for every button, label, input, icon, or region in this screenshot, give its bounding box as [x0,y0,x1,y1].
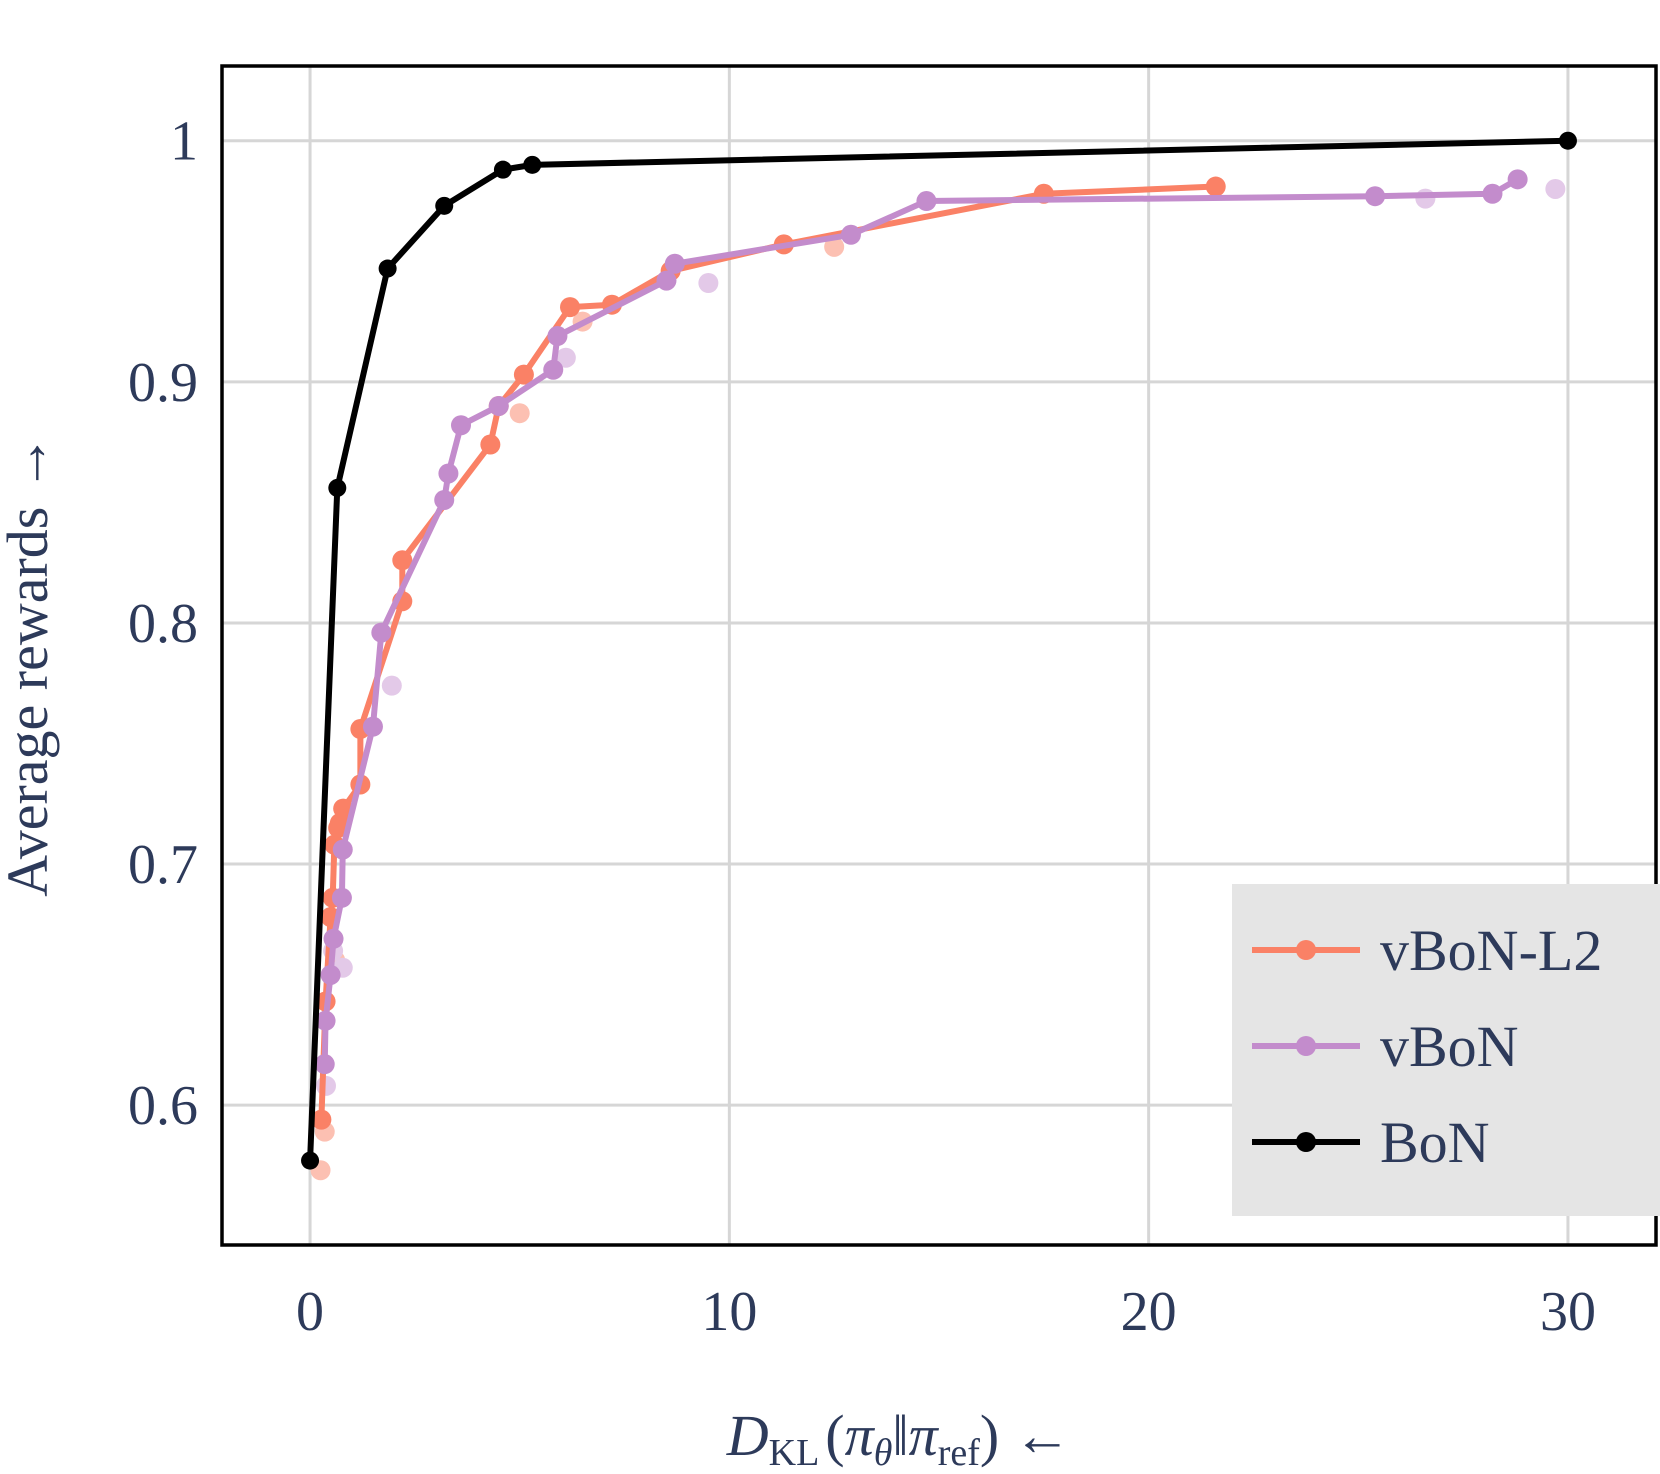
xlabel-open-paren: ( [825,1403,844,1468]
data-point-vbon [451,415,471,436]
xlabel-theta-subscript: θ [874,1432,893,1474]
legend-item: vBoN [1252,1014,1519,1079]
data-point-vbon [323,928,344,949]
data-point-bon [435,196,454,215]
legend-item: vBoN-L2 [1252,918,1602,983]
x-tick-label: 30 [1540,1281,1596,1343]
y-tick-label: 1 [170,111,198,173]
x-tick-label: 10 [701,1281,757,1343]
x-tick-label: 0 [296,1281,324,1343]
data-point-bon [493,160,512,179]
xlabel-arrow: ← [1013,1403,1071,1468]
data-point-vbon [1507,169,1528,190]
y-tick-label: 0.8 [128,593,198,655]
data-point-vbon [543,359,564,380]
xlabel-norm-bars: ‖ [892,1403,908,1468]
data-point-vbon [314,1054,335,1075]
data-point-vbon-l2 [333,798,354,819]
series-vbon-l2-faded [310,236,845,1181]
series-vbon [314,169,1528,1075]
data-point-bon [301,1151,320,1170]
data-point-vbon [1365,186,1386,207]
xlabel-pi-ref: π [909,1403,940,1468]
data-point-vbon-faded [381,675,402,696]
legend-item: BoN [1252,1110,1490,1175]
tick-labels: 0 10 20 30 0.6 0.7 0.8 0.9 1 [128,111,1596,1343]
legend-label: vBoN-L2 [1380,918,1602,983]
x-axis-label: DKL (πθ‖πref) ← [726,1403,1071,1474]
legend-label: BoN [1380,1110,1490,1175]
data-point-vbon [547,326,568,347]
xlabel-ref-subscript: ref [938,1432,981,1474]
data-point-vbon [332,839,353,860]
xlabel-close-paren: ) [980,1403,999,1468]
data-point-vbon [840,224,861,245]
y-tick-label: 0.7 [128,834,198,896]
legend-swatch-marker [1296,1132,1316,1152]
data-point-vbon-l2 [311,1109,332,1130]
legend-label: vBoN [1380,1014,1519,1079]
data-point-vbon-l2 [392,550,413,571]
series-vbon-l2 [311,176,1226,1130]
data-point-bon [523,155,542,174]
xlabel-pi-theta: π [845,1403,876,1468]
legend-swatch-marker [1296,1036,1316,1056]
data-point-vbon [320,964,341,985]
data-point-vbon [1482,183,1503,204]
data-point-vbon-l2-faded [509,403,530,424]
data-point-vbon [916,191,937,212]
data-point-vbon [315,1010,336,1031]
data-point-vbon-l2-faded [824,236,845,257]
x-tick-label: 20 [1121,1281,1177,1343]
y-tick-label: 0.9 [128,352,198,414]
data-point-vbon-faded [315,1075,336,1096]
data-point-vbon [488,395,509,416]
data-point-vbon-l2 [560,297,581,318]
data-point-vbon [656,270,677,291]
data-point-vbon-faded [1415,188,1436,209]
data-point-bon [328,478,347,497]
data-point-vbon-faded [1545,178,1566,199]
xlabel-kl-subscript: KL [769,1432,820,1474]
data-point-vbon-l2 [1205,176,1226,197]
data-point-vbon-l2 [480,434,501,455]
series-line-vbon-l2 [318,183,1216,1120]
y-axis-label: Average rewards → [0,434,60,897]
legend-swatch-marker [1296,940,1316,960]
data-point-vbon [438,463,459,484]
grid [222,66,1656,1245]
data-point-vbon [371,622,392,643]
data-point-vbon-faded [698,272,719,293]
data-point-vbon [331,887,352,908]
data-point-bon [378,259,397,278]
series-layer [301,131,1577,1181]
y-tick-label: 0.6 [128,1075,198,1137]
plot-frame [220,64,1658,1247]
data-point-vbon-faded [555,347,576,368]
legend: vBoN-L2 vBoN BoN [1232,884,1660,1216]
data-point-vbon [664,253,685,274]
data-point-vbon [362,716,383,737]
data-point-vbon-l2 [513,364,534,385]
data-point-vbon [434,489,455,510]
series-bon [301,131,1577,1170]
xlabel-d: D [726,1403,769,1468]
data-point-bon [1558,131,1577,150]
